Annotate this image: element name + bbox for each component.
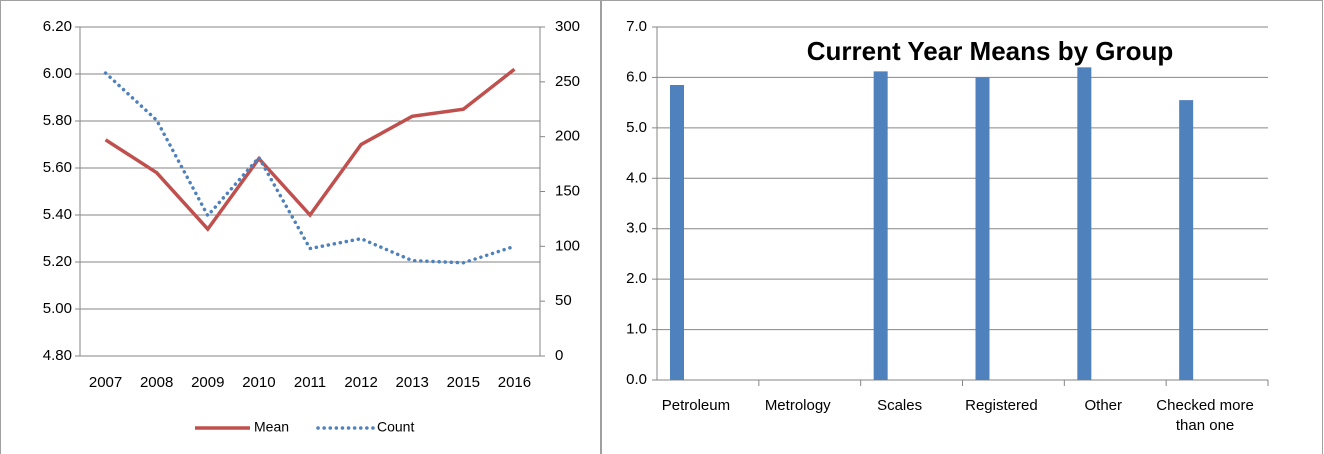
x-tick-label: Metrology: [764, 397, 831, 414]
chart-title: Current Year Means by Group: [807, 36, 1174, 66]
y2-tick-label: 250: [555, 73, 580, 90]
y-tick-label: 4.80: [43, 347, 72, 364]
y-tick-label: 4.0: [626, 169, 647, 186]
y-tick-label: 5.60: [43, 159, 72, 176]
y2-tick-label: 0: [555, 347, 563, 364]
y2-tick-label: 50: [555, 292, 572, 309]
y-tick-label: 5.80: [43, 112, 72, 129]
x-tick-label: 2013: [396, 374, 429, 391]
x-tick-label: Checked more than one: [1156, 397, 1254, 434]
y-tick-label: 2.0: [626, 270, 647, 287]
x-tick-label: Other: [1084, 397, 1122, 414]
x-tick-label: 2009: [191, 374, 224, 391]
x-tick-label: 2011: [294, 374, 326, 391]
x-tick-label-box: Checked more than one: [1156, 397, 1254, 434]
y2-tick-label: 150: [555, 182, 580, 199]
series-line: [103, 71, 517, 265]
y2-tick-label: 300: [555, 18, 580, 35]
y-tick-label: 5.20: [43, 253, 72, 270]
y-tick-label: 5.00: [43, 300, 72, 317]
y-tick-label: 6.00: [43, 65, 72, 82]
x-tick-label-box: Registered: [965, 397, 1038, 414]
y-tick-label: 6.20: [43, 18, 72, 35]
x-tick-label: 2012: [344, 374, 377, 391]
x-tick-label: Petroleum: [661, 397, 731, 414]
y-tick-label: 6.0: [626, 68, 647, 85]
x-tick-label: Scales: [877, 397, 923, 414]
bar: [873, 71, 888, 381]
bar: [670, 84, 684, 380]
x-tick-label-box: Metrology: [764, 397, 831, 414]
legend-label: Mean: [254, 419, 289, 435]
y-tick-label: 5.40: [43, 206, 72, 223]
x-tick-label: 2015: [447, 374, 480, 391]
bar: [1179, 100, 1194, 380]
x-tick-label: 2007: [89, 374, 122, 391]
x-tick-label: 2016: [498, 374, 531, 391]
panel-border: [601, 0, 1323, 454]
x-tick-label-box: Other: [1084, 397, 1122, 414]
y-tick-label: 1.0: [626, 321, 647, 338]
bar: [1077, 67, 1092, 380]
y2-tick-label: 100: [555, 237, 580, 254]
panel-border: [0, 0, 601, 454]
y-tick-label: 7.0: [626, 18, 647, 35]
x-tick-label: 2010: [242, 374, 275, 391]
x-tick-label: Registered: [965, 397, 1038, 414]
x-tick-label: 2008: [140, 374, 173, 391]
x-tick-label-box: Petroleum: [661, 397, 731, 414]
x-tick-label-box: Scales: [877, 397, 923, 414]
y2-tick-label: 200: [555, 128, 580, 145]
bar: [975, 77, 990, 380]
legend-label: Count: [377, 419, 414, 435]
y-tick-label: 3.0: [626, 220, 647, 237]
series-line: [104, 67, 516, 232]
y-tick-label: 5.0: [626, 119, 647, 136]
y-tick-label: 0.0: [626, 371, 647, 388]
